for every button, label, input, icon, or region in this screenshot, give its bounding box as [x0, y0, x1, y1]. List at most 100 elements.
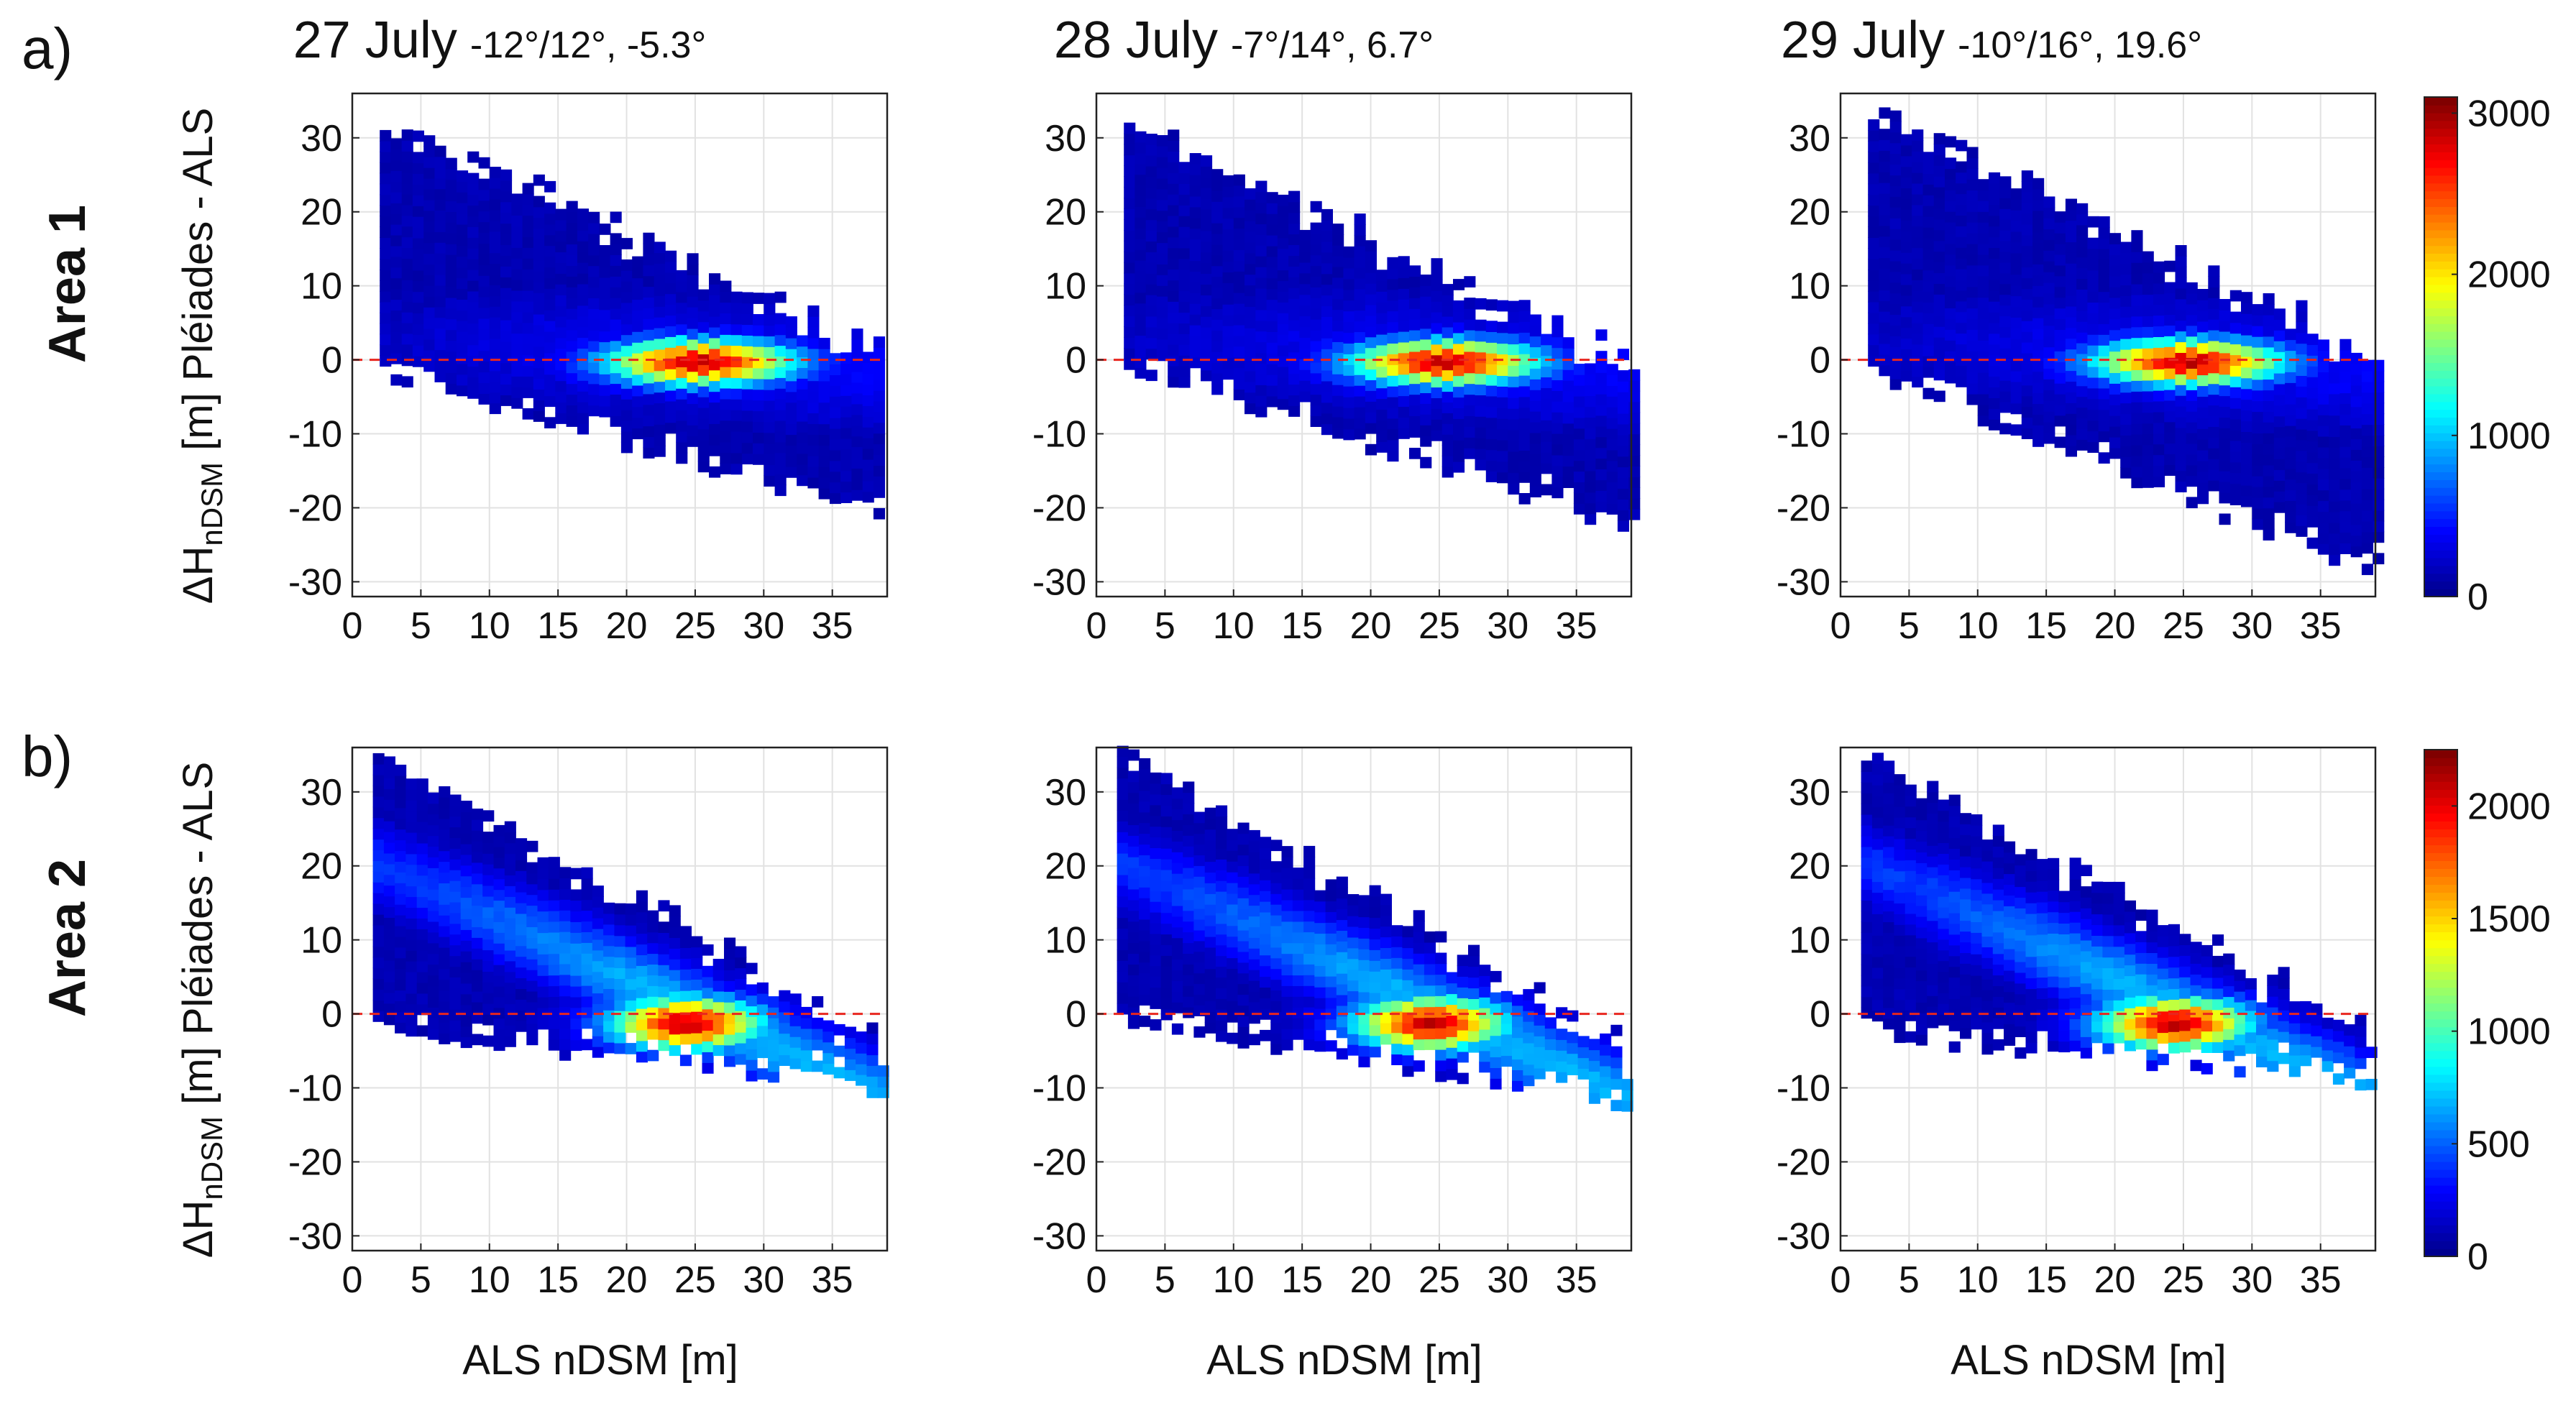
density-cell [522, 226, 534, 237]
density-cell [2175, 309, 2187, 321]
density-cell [735, 989, 747, 1000]
density-cell [1945, 372, 1957, 384]
density-cell [1424, 1028, 1436, 1039]
density-cell [1222, 325, 1234, 337]
x-tick-label: 5 [1155, 1259, 1175, 1301]
density-cell [1551, 422, 1564, 434]
density-cell [2131, 444, 2143, 456]
density-cell [372, 957, 385, 969]
density-cell [2098, 248, 2110, 260]
y-tick-label: 20 [1789, 192, 1830, 234]
density-cell [679, 926, 692, 938]
density-cell [2021, 224, 2033, 236]
density-cell [2179, 977, 2191, 988]
density-cell [2157, 1011, 2169, 1023]
density-cell [2131, 369, 2143, 381]
density-cell [1868, 301, 1880, 313]
density-cell [1485, 438, 1498, 451]
density-cell [1277, 205, 1289, 217]
density-cell [457, 181, 469, 193]
density-cell [2339, 500, 2352, 512]
density-cell [1145, 369, 1158, 382]
density-cell [1135, 249, 1147, 261]
density-cell [2373, 477, 2385, 489]
density-cell [1915, 970, 1928, 982]
density-cell [423, 285, 436, 297]
density-cell [566, 276, 578, 288]
density-cell [577, 294, 589, 306]
density-cell [1380, 926, 1392, 938]
density-cell [1314, 944, 1326, 955]
density-cell [1905, 784, 1917, 796]
density-cell [2058, 966, 2071, 978]
density-cell [2043, 261, 2055, 272]
density-cell [2252, 507, 2264, 520]
density-cell [544, 267, 556, 278]
x-tick-label: 5 [411, 1259, 431, 1301]
density-cell [1933, 240, 1945, 252]
density-cell [1541, 334, 1553, 346]
density-cell [2065, 359, 2077, 372]
density-cell [1314, 911, 1326, 924]
density-cell [2164, 282, 2176, 294]
density-cell [625, 914, 637, 926]
density-cell [1216, 955, 1228, 967]
density-cell [2350, 417, 2362, 429]
density-cell [851, 457, 863, 469]
density-cell [2350, 492, 2362, 504]
density-cell [2208, 437, 2220, 448]
density-cell [1431, 419, 1443, 431]
density-cell [1606, 492, 1618, 505]
density-cell [1468, 944, 1480, 957]
density-cell [643, 339, 655, 351]
density-cell [2285, 361, 2297, 372]
density-cell [1518, 418, 1531, 430]
density-cell [1127, 835, 1140, 847]
density-cell [1948, 901, 1961, 914]
density-cell [2076, 203, 2089, 215]
density-cell [1966, 318, 1979, 330]
density-cell [1912, 161, 1924, 173]
density-cell [1193, 897, 1206, 909]
density-cell [2142, 326, 2154, 338]
density-cell [1321, 413, 1333, 425]
density-cell [1369, 949, 1381, 961]
density-cell [2208, 479, 2220, 492]
density-cell [774, 367, 787, 378]
density-cell [1266, 256, 1278, 268]
density-cell [1160, 805, 1173, 816]
density-cell [2021, 256, 2033, 268]
density-cell [603, 913, 615, 925]
density-cell [405, 939, 418, 951]
density-cell [1523, 1042, 1535, 1054]
density-cell [2197, 407, 2209, 418]
density-cell [1453, 429, 1465, 441]
density-cell [2065, 252, 2077, 264]
density-cell [1260, 880, 1272, 891]
density-cell [2285, 436, 2297, 448]
density-cell [1948, 977, 1961, 989]
density-cell [679, 1022, 692, 1034]
density-cell [467, 301, 480, 313]
density-cell [2004, 927, 2016, 939]
density-cell [555, 252, 567, 263]
x-tick-label: 15 [1281, 1259, 1323, 1301]
density-cell [2113, 1011, 2125, 1022]
density-cell [2113, 924, 2125, 937]
density-cell [2350, 428, 2362, 440]
density-cell [1270, 979, 1283, 991]
density-cell [412, 237, 424, 249]
density-cell [577, 380, 589, 392]
density-cell [482, 993, 495, 1004]
density-cell [1178, 162, 1191, 173]
density-cell [1424, 963, 1436, 975]
density-cell [2032, 221, 2045, 233]
density-cell [2091, 881, 2104, 893]
density-cell [2153, 326, 2165, 337]
density-cell [1156, 221, 1168, 233]
density-cell [1354, 385, 1366, 397]
density-cell [1420, 339, 1432, 351]
density-cell [2306, 344, 2319, 356]
density-cell [1922, 280, 1935, 293]
density-cell [840, 448, 853, 461]
